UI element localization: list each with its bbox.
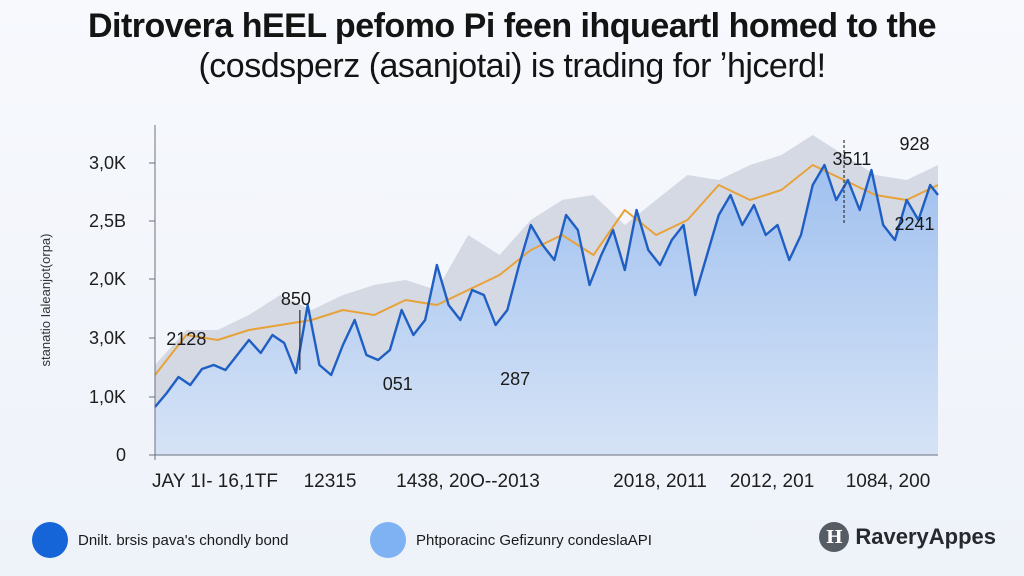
data-annotation: 2128 bbox=[166, 329, 206, 349]
legend-label-2: Phtporacinc Gefizunry condeslaAPI bbox=[416, 531, 652, 549]
y-tick-label: 3,0K bbox=[89, 153, 126, 173]
legend: Dnilt. brsis pava's chondly bond Phtpora… bbox=[0, 512, 1024, 568]
data-annotation: 3511 bbox=[833, 149, 872, 169]
data-annotation: 287 bbox=[500, 369, 530, 389]
data-annotation: 051 bbox=[383, 374, 413, 394]
x-tick-label: JAY 1I- 16,1TF bbox=[152, 471, 278, 492]
x-tick-label: 2018, 2011 bbox=[613, 471, 707, 492]
legend-swatch-1 bbox=[32, 522, 68, 558]
data-annotation: 928 bbox=[899, 134, 929, 154]
legend-item-1: Dnilt. brsis pava's chondly bond bbox=[32, 522, 288, 558]
y-tick-label: 1,0K bbox=[89, 387, 126, 407]
chart-title-line-1: Ditrovera hEEL pefomo Pi feen ihqueartl … bbox=[87, 7, 937, 45]
logo-text: RaveryAppes bbox=[855, 524, 996, 549]
y-axis-title: stanatio Ialeanjot(orpa) bbox=[38, 234, 53, 367]
series-line-1 bbox=[154, 163, 939, 408]
y-tick-label: 0 bbox=[116, 445, 126, 465]
legend-swatch-2 bbox=[370, 522, 406, 558]
primary-area-fill bbox=[155, 165, 938, 455]
x-tick-label: 12315 bbox=[304, 471, 357, 492]
x-tick-label: 1084, 200 bbox=[846, 471, 931, 492]
data-annotation: 850 bbox=[281, 289, 311, 309]
chart-title-line-2: (cosdsperz (asanjotai) is trading for ʼh… bbox=[198, 47, 826, 85]
logo-mark-icon: H bbox=[819, 522, 850, 552]
chart-title: Ditrovera hEEL pefomo Pi feen ihqueartl … bbox=[0, 6, 1024, 86]
x-tick-label: 2012, 201 bbox=[730, 471, 815, 492]
x-tick-label: 1438, 20O--2013 bbox=[396, 471, 540, 492]
series-line-2 bbox=[154, 164, 939, 376]
y-tick-label: 2,0K bbox=[89, 269, 126, 289]
legend-label-1: Dnilt. brsis pava's chondly bond bbox=[78, 531, 289, 549]
legend-item-2: Phtporacinc Gefizunry condeslaAPI bbox=[370, 522, 652, 558]
brand-logo: H RaveryAppes bbox=[819, 522, 996, 552]
y-tick-label: 2,5B bbox=[89, 211, 126, 231]
data-annotation: 2241 bbox=[894, 214, 934, 234]
y-tick-label: 3,0K bbox=[89, 328, 126, 348]
